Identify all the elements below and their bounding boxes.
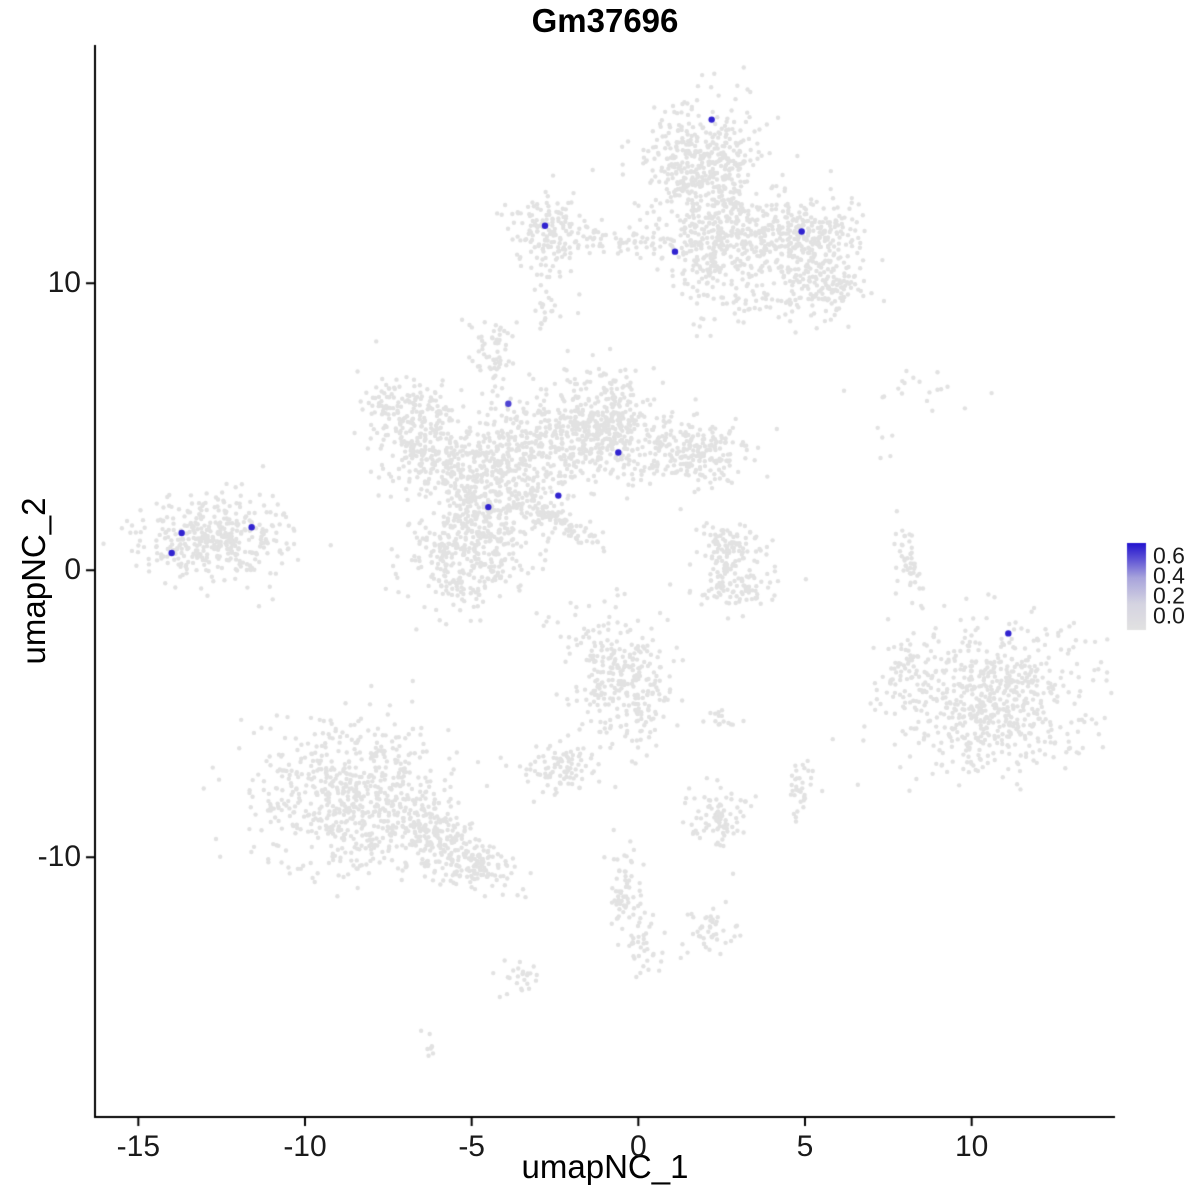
y-axis-title: umapNC_2 bbox=[15, 497, 52, 665]
x-tick-label: -10 bbox=[283, 1130, 327, 1163]
y-tick-label: 10 bbox=[47, 266, 81, 300]
x-tick-label: -15 bbox=[116, 1130, 161, 1163]
x-tick-label: 5 bbox=[796, 1130, 814, 1163]
legend-tick-label: 0.0 bbox=[1153, 602, 1185, 629]
x-tick-label: 10 bbox=[954, 1130, 989, 1163]
legend-tick-label: 0.2 bbox=[1153, 582, 1185, 609]
legend-tick-label: 0.6 bbox=[1153, 542, 1185, 569]
legend-tick-label: 0.4 bbox=[1153, 562, 1185, 589]
x-tick-label: 0 bbox=[629, 1130, 647, 1163]
x-axis-title: umapNC_1 bbox=[521, 1148, 689, 1185]
plot-title: Gm37696 bbox=[531, 2, 679, 39]
y-tick-label: 0 bbox=[64, 553, 81, 587]
y-tick-label: -10 bbox=[37, 840, 81, 874]
x-tick-label: -5 bbox=[458, 1130, 485, 1163]
